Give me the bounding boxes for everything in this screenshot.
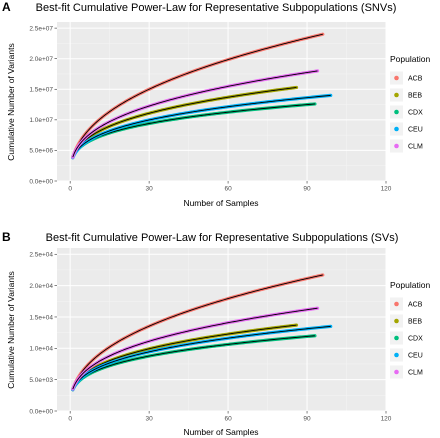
legend-label-acb: ACB [408,75,423,82]
legend-label-beb: BEB [408,92,422,99]
panel-a-x-tick-labels: 0 30 60 90 120 [68,181,392,193]
legend-key-ceu [394,352,399,358]
panel-a-legend-title: Population [390,54,430,64]
panel-a-y-axis-label: Cumulative Number of Variants [6,43,16,160]
panel-a: A Best-fit Cumulative Power-Law for Repr… [2,0,430,208]
panel-a-label: A [2,0,11,14]
series-cdx-fit-line [72,103,315,158]
x-tick-label: 30 [146,186,154,193]
panel-a-y-tick-labels: 0.0e+00 5.0e+06 1.0e+07 1.5e+07 2.0e+07 2.5e+… [29,25,57,185]
legend-key-acb [394,301,399,307]
panel-b-y-axis-label: Cumulative Number of Variants [6,271,16,388]
panel-a-x-axis-label: Number of Samples [183,198,258,208]
panel-b-legend: ACB BEB CDX CEU CLM [390,297,423,379]
panel-b-label: B [2,230,11,244]
x-tick-label: 0 [68,416,72,423]
y-tick-label: 1.5e+04 [29,314,53,321]
y-tick-label: 1.5e+07 [29,87,53,94]
panel-a-title: Best-fit Cumulative Power-Law for Repres… [36,2,397,14]
panel-b-x-tick-labels: 0 30 60 90 120 [68,411,392,423]
series-acb-fit-line [72,33,323,158]
series-ceu-fit-line [72,94,331,158]
legend-label-ceu: CEU [408,352,423,359]
series-clm-fit-line [72,70,318,158]
x-tick-label: 90 [303,416,311,423]
panel-b-plot-background [57,248,386,411]
y-tick-label: 5.0e+03 [29,377,53,384]
y-tick-label: 2.0e+07 [29,56,53,63]
panel-a-series [71,32,333,160]
y-tick-label: 5.0e+06 [29,148,53,155]
y-tick-label: 2.5e+07 [29,25,53,32]
legend-label-cdx: CDX [408,109,423,116]
legend-label-beb: BEB [408,318,422,325]
panel-b-y-tick-labels: 0.0e+00 5.0e+03 1.0e+04 1.5e+04 2.0e+04 2.5e+… [29,252,57,415]
panel-b-legend-title: Population [390,280,430,290]
y-tick-label: 2.0e+04 [29,283,53,290]
legend-key-beb [394,92,399,98]
legend-key-acb [394,75,399,81]
x-tick-label: 30 [146,416,154,423]
legend-key-clm [394,369,399,375]
legend-key-beb [394,318,399,324]
x-tick-label: 90 [303,186,311,193]
x-tick-label: 120 [381,186,392,193]
panel-b-x-axis-label: Number of Samples [183,427,258,437]
series-clm-fit-line [72,307,318,390]
legend-key-clm [394,143,399,149]
panel-a-legend: ACB BEB CDX CEU CLM [390,71,423,153]
legend-label-clm: CLM [408,369,423,376]
x-tick-label: 60 [224,416,232,423]
legend-label-acb: ACB [408,301,423,308]
series-beb-fit-line [72,86,297,158]
legend-key-cdx [394,335,399,341]
series-acb-fit-line [72,274,323,390]
series-ceu-fit-line [72,325,331,390]
legend-label-cdx: CDX [408,335,423,342]
y-tick-label: 1.0e+07 [29,117,53,124]
series-beb-fit-line [72,324,297,390]
panel-b: B Best-fit Cumulative Power-Law for Repr… [2,230,430,437]
y-tick-label: 0.0e+00 [29,408,53,415]
series-cdx-fit-line [72,335,315,390]
legend-key-ceu [394,126,399,132]
panel-a-plot-background [57,22,386,181]
legend-label-ceu: CEU [408,126,423,133]
legend-key-cdx [394,109,399,115]
y-tick-label: 0.0e+00 [29,178,53,185]
y-tick-label: 2.5e+04 [29,252,53,259]
y-tick-label: 1.0e+04 [29,346,53,353]
x-tick-label: 60 [224,186,232,193]
panel-b-title: Best-fit Cumulative Power-Law for Repres… [46,232,399,244]
legend-label-clm: CLM [408,143,423,150]
x-tick-label: 120 [381,416,392,423]
panel-b-series [71,273,333,392]
x-tick-label: 0 [68,186,72,193]
